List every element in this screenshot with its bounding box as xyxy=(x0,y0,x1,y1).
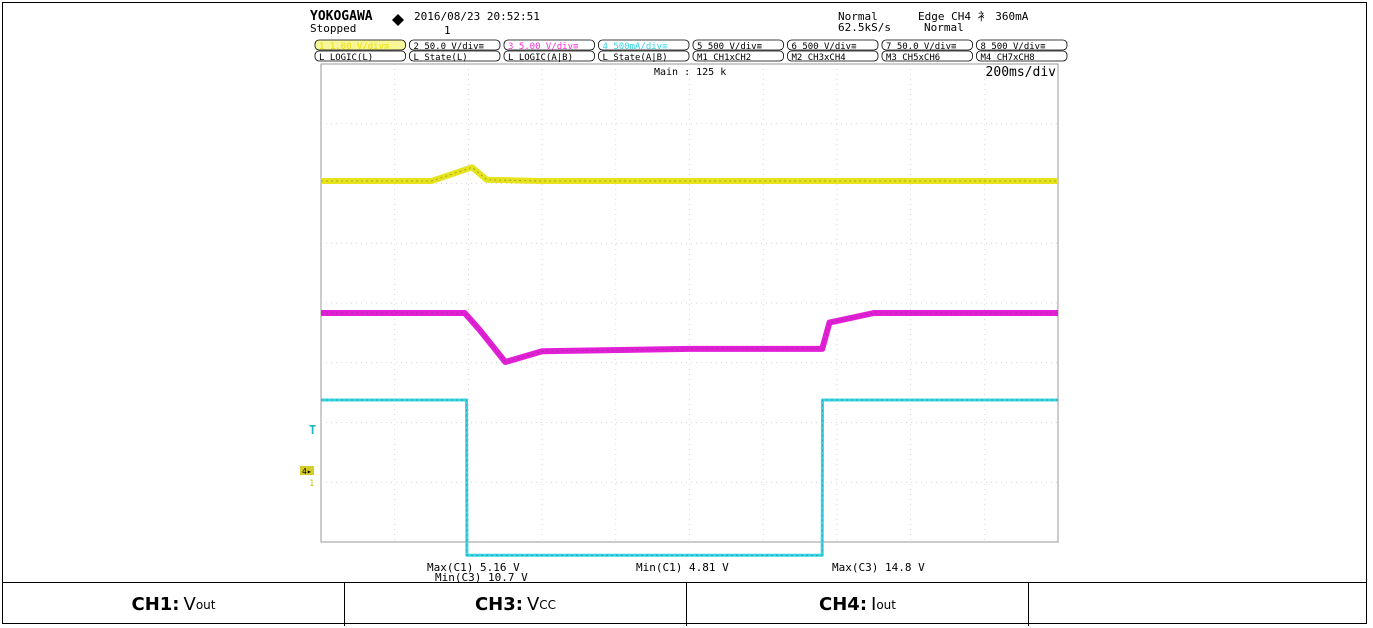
measurement-min-c1: Min(C1) 4.81 V xyxy=(636,561,729,574)
channel-label-8: 8 500 V/div≡ xyxy=(981,42,1047,52)
trigger-label: Edge CH4 ⻂ 360mA xyxy=(918,10,1029,23)
measurement-min-c3: Min(C3) 10.7 V xyxy=(435,571,528,582)
oscilloscope-screen: YOKOGAWA 2016/08/23 20:52:51 Stopped 1 N… xyxy=(300,9,1068,582)
channel-marker-block xyxy=(300,466,314,475)
diamond-icon xyxy=(392,14,404,26)
channel-label-3: 3 5.00 V/div≡ xyxy=(508,42,579,52)
measurement-max-c1: Max(C1) 5.16 V xyxy=(427,561,520,574)
channel-box-4 xyxy=(598,39,690,51)
acq-count-label: 1 xyxy=(444,24,451,37)
channel-box-7 xyxy=(881,39,973,51)
ch1-marker: 1 xyxy=(309,479,314,489)
status-label: Stopped xyxy=(310,22,356,35)
channel-mode-box-4 xyxy=(598,50,690,62)
channel-label-4: 4 500mA/div≡ xyxy=(603,42,669,52)
acq-mode-label: Normal xyxy=(924,21,964,34)
channel-box-3 xyxy=(503,39,595,51)
legend-ch4-name: CH4: xyxy=(819,594,868,615)
channel-label-1: 1 1.00 V/div≡ xyxy=(319,42,390,52)
channel-mode-label-8: M4 CH7xCH8 xyxy=(981,53,1035,63)
legend-ch1-name: CH1: xyxy=(131,594,180,615)
timebase-label: 200ms/div xyxy=(986,65,1057,80)
channel-mode-label-7: M3 CH5xCH6 xyxy=(886,53,940,63)
brand-logo: YOKOGAWA xyxy=(310,9,373,24)
channel-label-5: 5 500 V/div≡ xyxy=(697,42,763,52)
channel-box-6 xyxy=(787,39,879,51)
legend-cell-ch3: CH3: V CC xyxy=(345,583,687,626)
channel-mode-label-2: L State(L) xyxy=(414,53,468,63)
measurement-max-c3: Max(C3) 14.8 V xyxy=(832,561,925,574)
legend-cell-empty xyxy=(1029,583,1367,626)
graticule xyxy=(320,63,1059,543)
channel-row-2: L LOGIC(L) L State(L) L LOGIC(A|B) L State(… xyxy=(314,50,1068,63)
trace-ch4 xyxy=(321,398,1058,557)
channel-label-2: 2 50.0 V/div≡ xyxy=(414,42,485,52)
legend-ch1-subscript: out xyxy=(195,597,216,612)
channel-mode-label-3: L LOGIC(A|B) xyxy=(508,53,573,63)
channel-marker-label: 4▸ xyxy=(302,467,312,476)
channel-box-1 xyxy=(314,39,406,51)
channel-box-8 xyxy=(976,39,1068,51)
datetime-label: 2016/08/23 20:52:51 xyxy=(414,10,540,23)
legend-ch4-symbol: I xyxy=(871,594,877,615)
channel-mode-box-3 xyxy=(503,50,595,62)
channel-mode-box-1 xyxy=(314,50,406,62)
legend-ch3-subscript: CC xyxy=(539,597,557,612)
channel-mode-box-8 xyxy=(976,50,1068,62)
channel-mode-label-4: L State(A|B) xyxy=(603,53,668,63)
legend-ch4-subscript: out xyxy=(876,597,896,612)
trigger-marker: T xyxy=(309,423,316,437)
channel-box-2 xyxy=(409,39,501,51)
trace-noise-ch3 xyxy=(321,312,1058,363)
channel-mode-label-1: L LOGIC(L) xyxy=(319,53,373,63)
channel-box-5 xyxy=(692,39,784,51)
traces xyxy=(320,164,1059,557)
main-points-label: Main : 125 k xyxy=(654,67,726,78)
channel-mode-box-6 xyxy=(787,50,879,62)
channel-mode-box-2 xyxy=(409,50,501,62)
channel-label-7: 7 50.0 V/div≡ xyxy=(886,42,957,52)
trace-noise-ch4 xyxy=(321,399,1058,556)
channel-mode-box-7 xyxy=(881,50,973,62)
channel-label-6: 6 500 V/div≡ xyxy=(792,42,858,52)
channel-mode-label-5: M1 CH1xCH2 xyxy=(697,53,751,63)
channel-mode-box-5 xyxy=(692,50,784,62)
legend-ch3-symbol: V xyxy=(526,594,540,615)
channel-row-1: 1 1.00 V/div≡ 2 50.0 V/div≡ 3 5.00 V/div≡ 4… xyxy=(314,39,1068,52)
sample-rate-label: 62.5kS/s xyxy=(838,21,891,34)
channel-mode-label-6: M2 CH3xCH4 xyxy=(792,53,846,63)
legend-ch1-symbol: V xyxy=(183,594,196,615)
legend-ch3-name: CH3: xyxy=(474,594,523,615)
trigger-mode-label: Normal xyxy=(838,10,878,23)
